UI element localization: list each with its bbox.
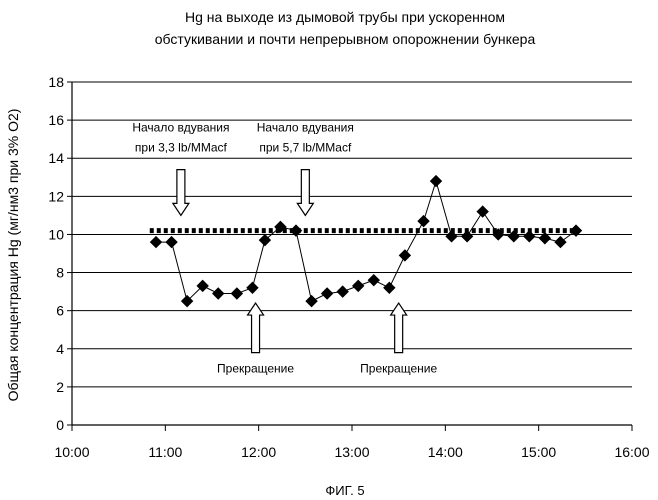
x-tick-label: 15:00 xyxy=(521,444,556,460)
y-tick-label: 2 xyxy=(56,379,64,395)
y-tick-label: 12 xyxy=(48,188,64,204)
data-point xyxy=(166,237,177,248)
data-point xyxy=(151,237,162,248)
y-tick-label: 8 xyxy=(56,265,64,281)
annotation-arrow xyxy=(391,303,407,353)
annotation-label: при 5,7 lb/MMacf xyxy=(259,141,352,155)
x-tick-label: 11:00 xyxy=(148,444,182,460)
annotation-label: Начало вдувания xyxy=(257,121,354,135)
x-tick-label: 16:00 xyxy=(614,444,649,460)
data-point xyxy=(368,275,379,286)
annotation-label: Прекращение xyxy=(360,362,437,376)
annotation-arrow xyxy=(248,303,264,353)
data-point xyxy=(213,288,224,299)
x-tick-label: 10:00 xyxy=(54,444,89,460)
annotation-label: при 3,3 lb/MMacf xyxy=(135,141,228,155)
data-point xyxy=(477,206,488,217)
chart-title-line-1: Hg на выходе из дымовой трубы при ускоре… xyxy=(185,9,505,25)
plot-area: 0 2 4 6 8 10 12 14 16 18 10:00 11:00 12:00 13:00 14:00… xyxy=(48,74,649,460)
y-tick-label: 4 xyxy=(56,341,64,357)
data-point xyxy=(247,282,258,293)
annotation-label: Прекращение xyxy=(217,362,294,376)
data-point xyxy=(555,237,566,248)
x-tick-label: 14:00 xyxy=(428,444,463,460)
y-tick-label: 0 xyxy=(56,417,64,433)
data-point xyxy=(524,231,535,242)
data-point xyxy=(231,288,242,299)
y-axis-label: Общая концентрация Hg (мг/нм3 при 3% О2) xyxy=(5,109,21,402)
figure-caption: ФИГ. 5 xyxy=(325,483,364,498)
data-point xyxy=(462,231,473,242)
x-tick-label: 13:00 xyxy=(334,444,369,460)
data-point xyxy=(337,286,348,297)
data-point xyxy=(418,216,429,227)
y-tick-label: 6 xyxy=(56,303,64,319)
y-tick-label: 14 xyxy=(48,150,64,166)
data-point xyxy=(384,282,395,293)
data-point xyxy=(431,176,442,187)
y-tick-label: 16 xyxy=(48,112,64,128)
annotation-arrow xyxy=(297,170,313,216)
y-tick-label: 18 xyxy=(48,74,64,90)
data-point xyxy=(306,296,317,307)
chart-title-line-2: обстукивании и почти непрерывном опорожн… xyxy=(155,31,536,47)
data-point xyxy=(353,280,364,291)
annotation-label: Начало вдувания xyxy=(132,121,229,135)
x-tick-label: 12:00 xyxy=(241,444,276,460)
y-tick-label: 10 xyxy=(48,226,64,242)
annotation-arrow xyxy=(173,170,189,216)
data-point xyxy=(399,250,410,261)
data-point xyxy=(322,288,333,299)
